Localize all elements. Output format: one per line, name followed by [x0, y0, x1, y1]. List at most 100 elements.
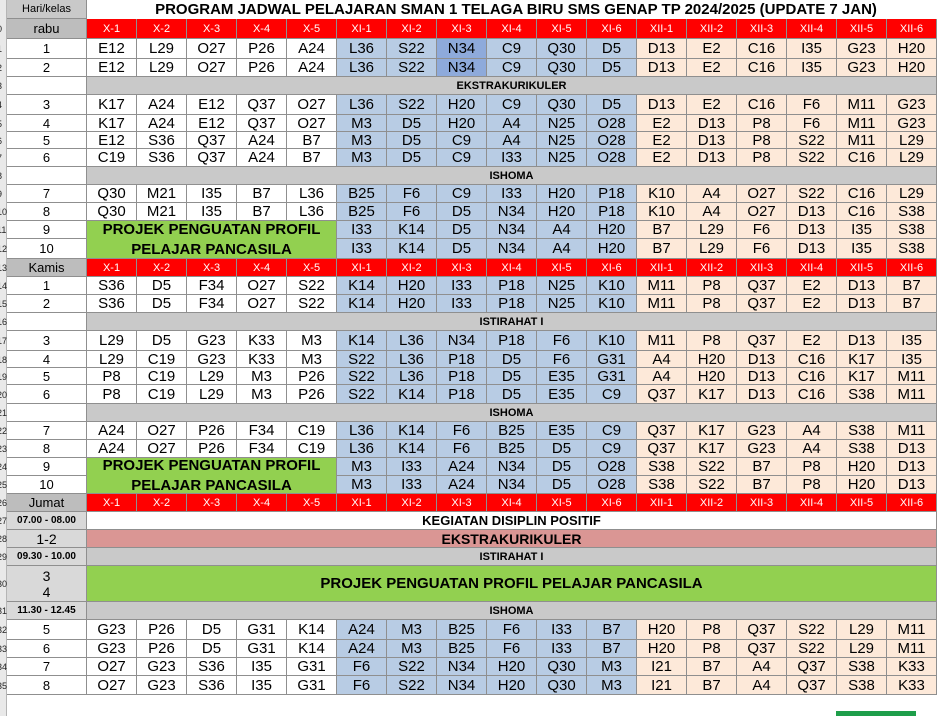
schedule-cell[interactable]: C16 [737, 39, 787, 59]
schedule-cell[interactable]: P26 [187, 440, 237, 458]
schedule-cell[interactable]: S22 [337, 351, 387, 368]
schedule-cell[interactable]: Q37 [237, 115, 287, 132]
period-label[interactable]: 7 [7, 185, 87, 203]
schedule-cell[interactable]: D13 [687, 115, 737, 132]
schedule-cell[interactable]: S36 [137, 132, 187, 149]
schedule-cell[interactable]: G23 [187, 331, 237, 351]
schedule-cell[interactable]: M3 [337, 132, 387, 149]
schedule-cell[interactable]: G23 [137, 676, 187, 695]
schedule-cell[interactable]: H20 [387, 295, 437, 313]
class-header-cell[interactable]: X-1 [87, 19, 137, 39]
empty-label-cell[interactable] [7, 313, 87, 331]
class-header-cell[interactable]: X-4 [237, 494, 287, 512]
class-header-cell[interactable]: X-5 [287, 494, 337, 512]
empty-label-cell[interactable] [7, 167, 87, 185]
schedule-cell[interactable]: D5 [437, 203, 487, 221]
schedule-cell[interactable]: L29 [687, 221, 737, 239]
schedule-cell[interactable]: C9 [587, 440, 637, 458]
class-header-cell[interactable]: XI-2 [387, 259, 437, 277]
class-header-cell[interactable]: XII-1 [637, 259, 687, 277]
friday-activity-band[interactable]: ISHOMA [87, 602, 937, 620]
schedule-cell[interactable]: K10 [637, 185, 687, 203]
class-header-cell[interactable]: XI-1 [337, 19, 387, 39]
schedule-cell[interactable]: N34 [437, 39, 487, 59]
corner-label[interactable]: Hari/kelas [7, 0, 87, 19]
period-label[interactable]: 5 [7, 368, 87, 385]
schedule-cell[interactable]: B25 [487, 440, 537, 458]
schedule-cell[interactable]: H20 [637, 640, 687, 658]
schedule-cell[interactable]: I35 [187, 185, 237, 203]
schedule-cell[interactable]: F6 [437, 440, 487, 458]
schedule-cell[interactable]: F6 [487, 620, 537, 640]
schedule-cell[interactable]: C19 [287, 440, 337, 458]
schedule-cell[interactable]: D13 [687, 149, 737, 167]
schedule-cell[interactable]: A4 [637, 351, 687, 368]
schedule-cell[interactable]: I33 [487, 185, 537, 203]
schedule-cell[interactable]: D5 [487, 385, 537, 404]
schedule-cell[interactable]: F6 [337, 658, 387, 676]
schedule-cell[interactable]: Q37 [237, 95, 287, 115]
schedule-cell[interactable]: B7 [637, 221, 687, 239]
schedule-cell[interactable]: S22 [387, 59, 437, 77]
schedule-cell[interactable]: F6 [437, 422, 487, 440]
schedule-cell[interactable]: F6 [387, 185, 437, 203]
schedule-cell[interactable]: N25 [537, 115, 587, 132]
schedule-cell[interactable]: Q37 [737, 620, 787, 640]
class-header-cell[interactable]: XII-4 [787, 259, 837, 277]
class-header-cell[interactable]: X-2 [137, 259, 187, 277]
schedule-cell[interactable]: K14 [337, 331, 387, 351]
schedule-cell[interactable]: L29 [137, 39, 187, 59]
schedule-cell[interactable]: D5 [137, 331, 187, 351]
schedule-cell[interactable]: C9 [487, 59, 537, 77]
schedule-cell[interactable]: K14 [387, 422, 437, 440]
schedule-cell[interactable]: D13 [637, 95, 687, 115]
schedule-cell[interactable]: P26 [187, 422, 237, 440]
friday-activity-band[interactable]: EKSTRAKURIKULER [87, 530, 937, 548]
schedule-cell[interactable]: B7 [237, 203, 287, 221]
schedule-cell[interactable]: H20 [637, 620, 687, 640]
schedule-cell[interactable]: L29 [887, 185, 937, 203]
schedule-cell[interactable]: F6 [337, 676, 387, 695]
period-label[interactable]: 8 [7, 676, 87, 695]
schedule-cell[interactable]: I33 [387, 458, 437, 476]
schedule-cell[interactable]: S22 [687, 476, 737, 494]
schedule-cell[interactable]: M11 [837, 132, 887, 149]
friday-time-label[interactable]: 1-2 [7, 530, 87, 548]
schedule-cell[interactable]: S22 [337, 368, 387, 385]
schedule-cell[interactable]: F34 [237, 440, 287, 458]
schedule-cell[interactable]: I21 [637, 676, 687, 695]
schedule-cell[interactable]: B25 [337, 203, 387, 221]
schedule-cell[interactable]: H20 [437, 115, 487, 132]
schedule-cell[interactable]: Q30 [537, 59, 587, 77]
schedule-cell[interactable]: D13 [787, 221, 837, 239]
schedule-cell[interactable]: S22 [787, 185, 837, 203]
schedule-cell[interactable]: K17 [837, 351, 887, 368]
schedule-cell[interactable]: K17 [687, 385, 737, 404]
schedule-cell[interactable]: N34 [487, 239, 537, 259]
schedule-cell[interactable]: P8 [687, 277, 737, 295]
schedule-cell[interactable]: K10 [587, 331, 637, 351]
schedule-cell[interactable]: D5 [587, 95, 637, 115]
schedule-cell[interactable]: H20 [537, 185, 587, 203]
period-label[interactable]: 5 [7, 132, 87, 149]
schedule-cell[interactable]: D13 [887, 458, 937, 476]
schedule-cell[interactable]: H20 [837, 476, 887, 494]
schedule-cell[interactable]: B25 [437, 640, 487, 658]
schedule-cell[interactable]: D13 [837, 295, 887, 313]
schedule-cell[interactable]: C9 [587, 385, 637, 404]
schedule-cell[interactable]: Q37 [737, 295, 787, 313]
schedule-cell[interactable]: P26 [237, 59, 287, 77]
schedule-cell[interactable]: P8 [87, 385, 137, 404]
class-header-cell[interactable]: XI-4 [487, 494, 537, 512]
schedule-cell[interactable]: O27 [187, 39, 237, 59]
schedule-cell[interactable]: O28 [587, 458, 637, 476]
schedule-cell[interactable]: E2 [687, 95, 737, 115]
class-header-cell[interactable]: X-3 [187, 259, 237, 277]
schedule-cell[interactable]: N34 [487, 476, 537, 494]
schedule-cell[interactable]: P8 [737, 132, 787, 149]
schedule-cell[interactable]: K17 [687, 422, 737, 440]
schedule-cell[interactable]: L29 [687, 239, 737, 259]
schedule-cell[interactable]: G31 [287, 658, 337, 676]
schedule-cell[interactable]: D13 [737, 351, 787, 368]
schedule-cell[interactable]: S36 [187, 676, 237, 695]
